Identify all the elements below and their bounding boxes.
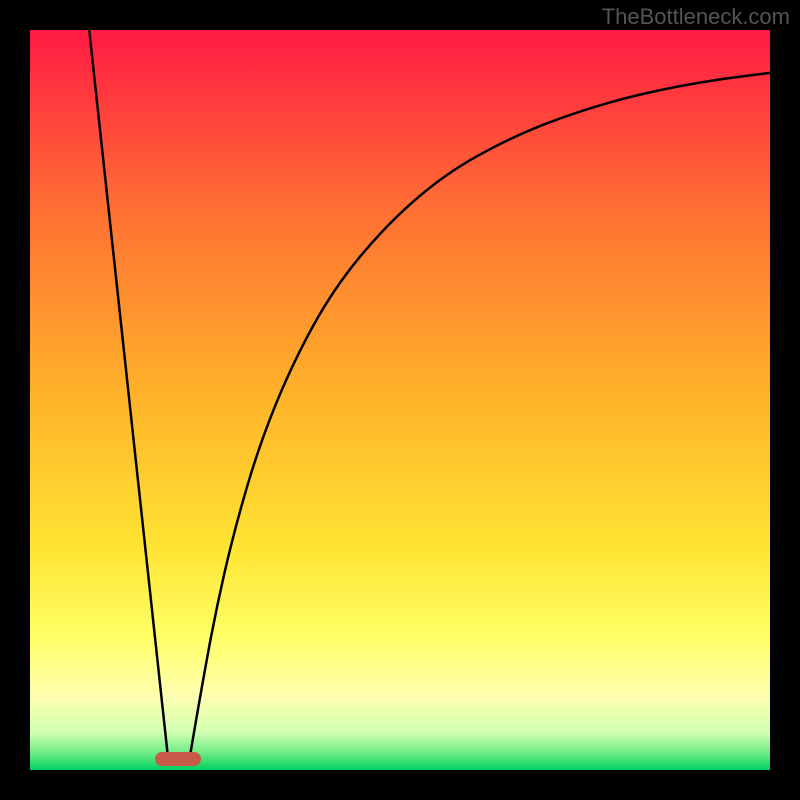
watermark-text: TheBottleneck.com	[602, 4, 790, 30]
chart-container	[30, 30, 770, 770]
right-branch-curve	[189, 73, 770, 761]
left-branch-line	[89, 30, 168, 761]
chart-lines-svg	[30, 30, 770, 770]
bottleneck-marker	[155, 752, 201, 765]
